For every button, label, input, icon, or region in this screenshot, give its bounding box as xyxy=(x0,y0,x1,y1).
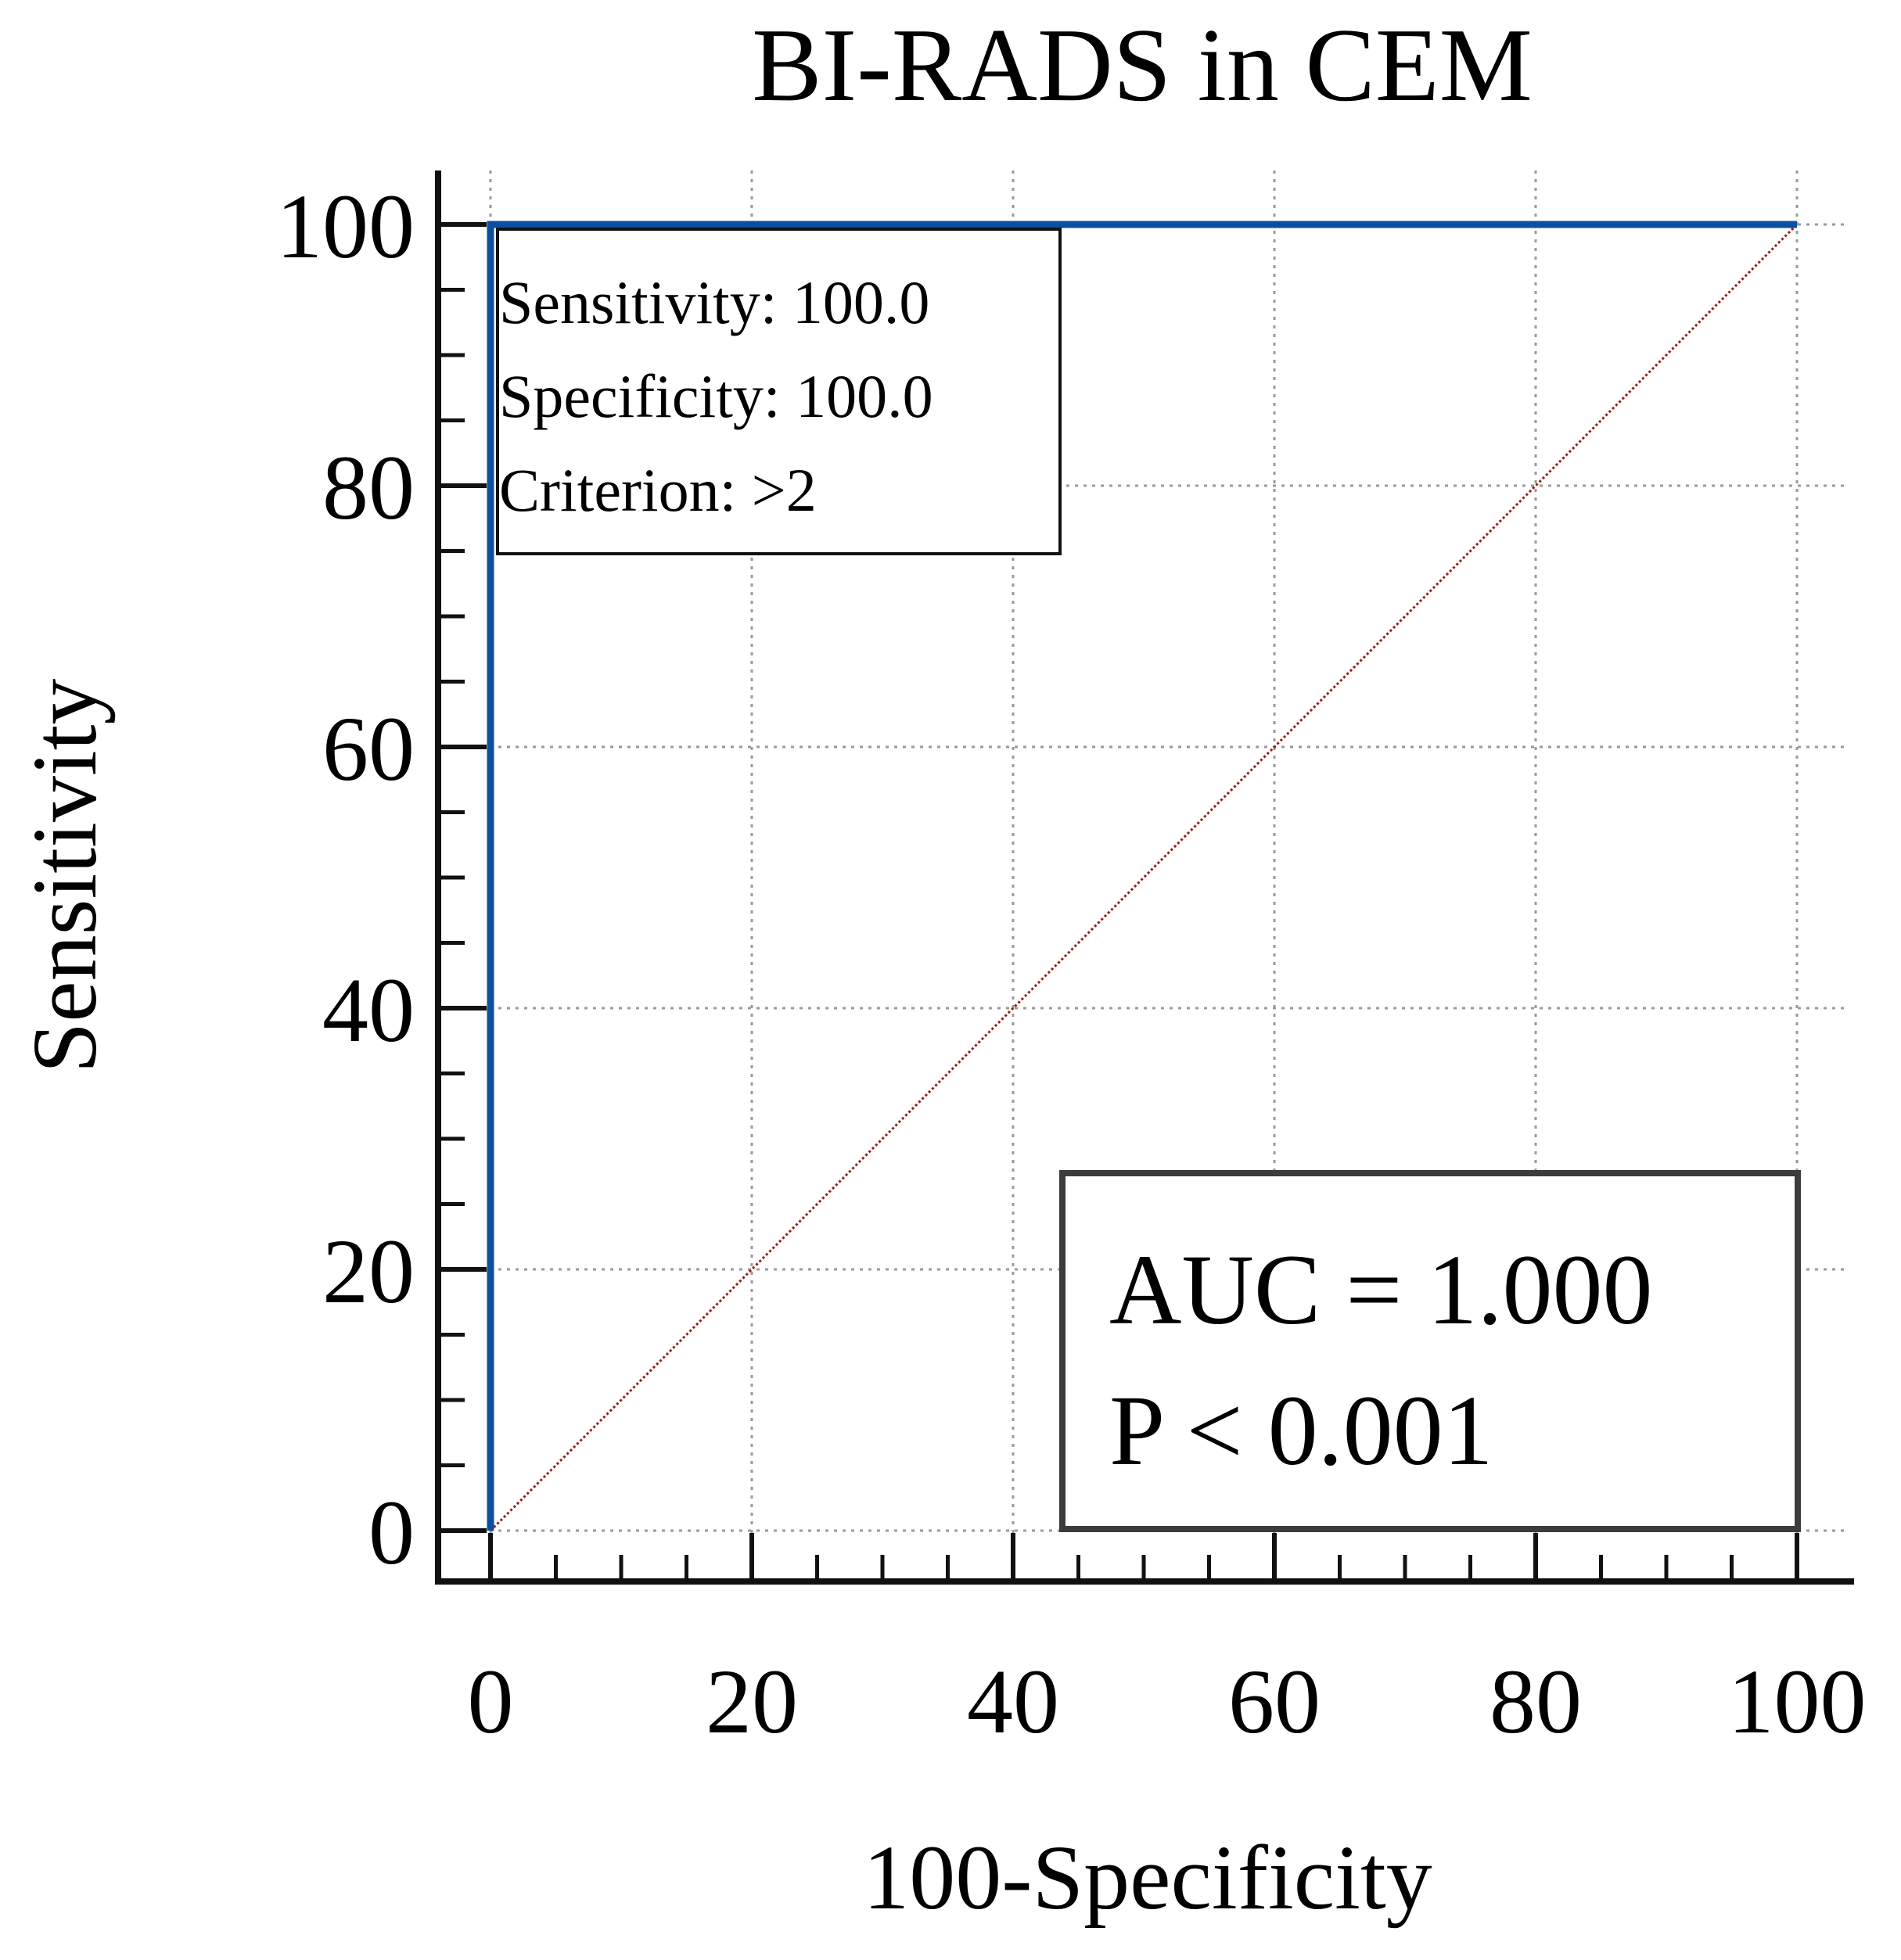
auc-box: AUC = 1.000 P < 0.001 xyxy=(1059,1170,1801,1532)
x-tick-label-100: 100 xyxy=(1728,1650,1867,1753)
x-tick-label-60: 60 xyxy=(1228,1650,1321,1753)
x-tick-label-80: 80 xyxy=(1490,1650,1582,1753)
chart-title: BI-RADS in CEM xyxy=(752,7,1533,123)
y-tick-label-100: 100 xyxy=(276,175,415,278)
x-tick-label-0: 0 xyxy=(468,1650,514,1753)
auc-value: AUC = 1.000 xyxy=(1109,1234,1652,1345)
y-tick-label-0: 0 xyxy=(368,1481,415,1584)
y-axis-label: Sensitivity xyxy=(13,679,116,1074)
criterion-value: Criterion: >2 xyxy=(499,456,817,524)
reference-line xyxy=(489,223,1799,1532)
y-tick-label-20: 20 xyxy=(322,1220,415,1323)
axis-ticks xyxy=(438,222,1799,1581)
y-tick-label-60: 60 xyxy=(322,698,415,800)
tick-labels: 0 20 40 60 80 100 0 20 40 60 80 100 xyxy=(276,175,1867,1753)
x-tick-label-40: 40 xyxy=(967,1650,1059,1753)
p-value: P < 0.001 xyxy=(1109,1375,1493,1486)
y-tick-label-80: 80 xyxy=(322,436,415,539)
criterion-box-frame xyxy=(496,228,1062,555)
criterion-sensitivity: Sensitivity: 100.0 xyxy=(499,268,929,336)
series xyxy=(487,221,1799,1532)
y-tick-label-40: 40 xyxy=(322,959,415,1061)
criterion-box: Sensitivity: 100.0 Specificity: 100.0 Cr… xyxy=(496,228,1062,555)
roc-curve xyxy=(487,221,1797,1531)
auc-box-frame xyxy=(1059,1170,1801,1532)
x-tick-label-20: 20 xyxy=(706,1650,798,1753)
criterion-specificity: Specificity: 100.0 xyxy=(499,362,933,430)
x-axis-label: 100-Specificity xyxy=(863,1826,1432,1929)
